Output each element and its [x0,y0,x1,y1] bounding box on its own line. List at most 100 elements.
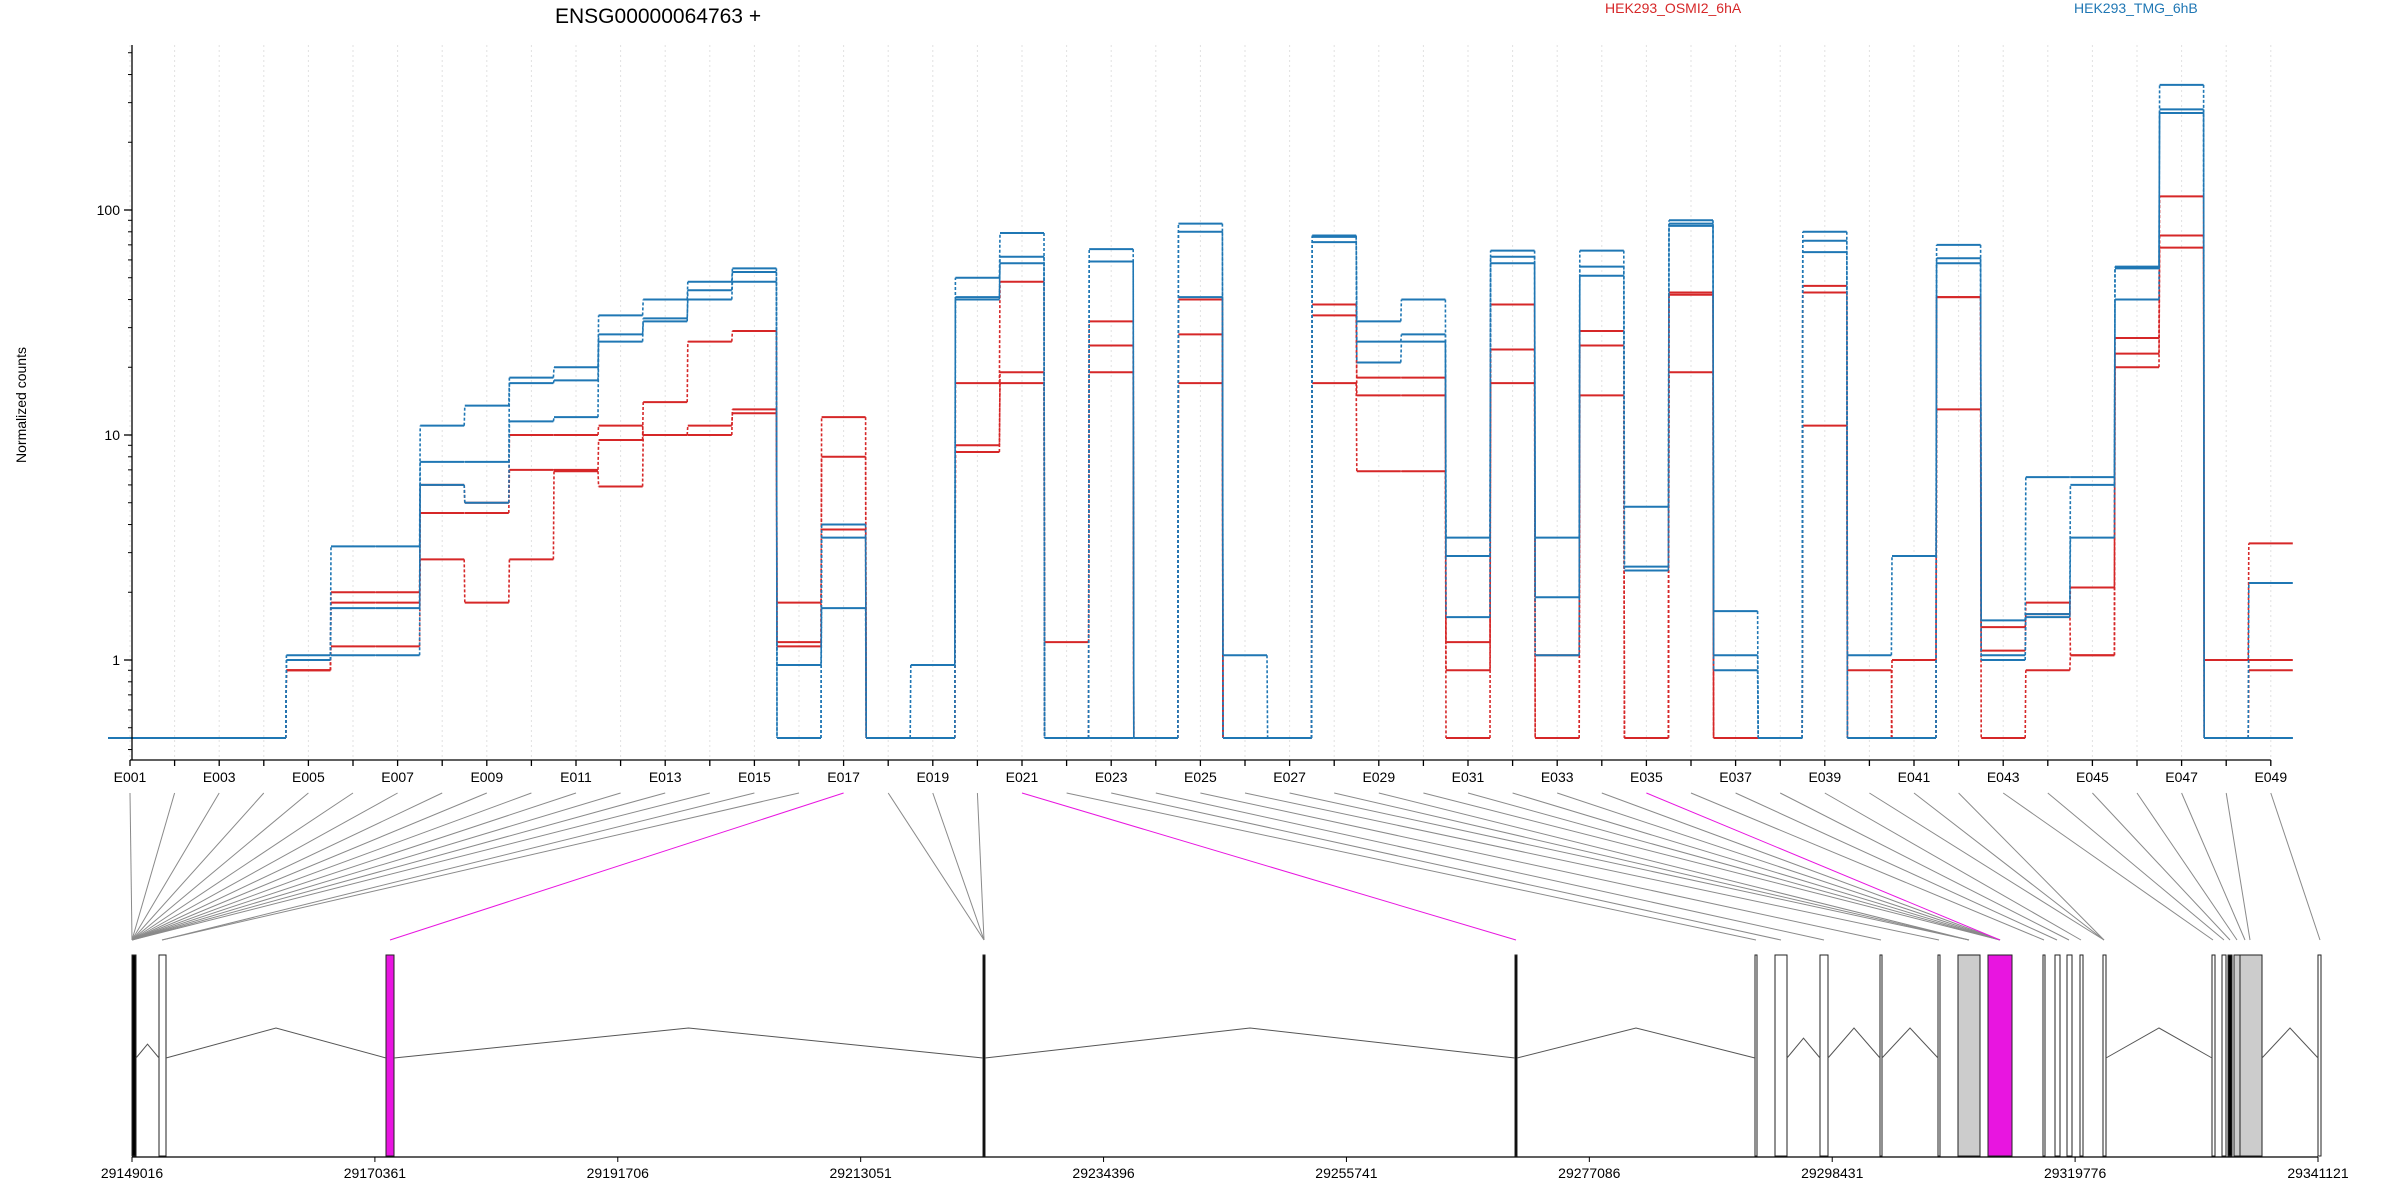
connector-line [1913,792,2105,941]
connector-line [2002,792,2214,941]
connector-line [1869,792,2105,941]
x-tick-label: E047 [2165,769,2198,785]
genomic-tick-label: 29319776 [2044,1165,2107,1181]
exon-block [2102,954,2107,1157]
genomic-tick-label: 29255741 [1315,1165,1378,1181]
genomic-tick-label: 29298431 [1801,1165,1864,1181]
connector-line [2092,792,2231,941]
connector-line [1423,792,2001,941]
connector-line [1512,792,2001,941]
exon-block [2054,954,2061,1157]
exon-block [2079,954,2084,1157]
x-tick-label: E009 [470,769,503,785]
exon-block [2233,954,2241,1157]
x-tick-label: E037 [1719,769,1752,785]
legend-entry-osmi2: HEK293_OSMI2_6hA [1605,0,1742,16]
legend-entry-tmg: HEK293_TMG_6hB [2074,0,2198,16]
x-tick-label: E043 [1987,769,2020,785]
series-line [152,109,2250,739]
exon-block [2042,954,2046,1157]
x-tick-label: E027 [1273,769,1306,785]
genomic-tick-label: 29277086 [1558,1165,1621,1181]
connector-line [1735,792,2058,941]
intron-line [2261,1027,2319,1059]
x-tick-label: E031 [1452,769,1485,785]
connector-line [1467,792,2001,941]
genomic-tick-label: 29213051 [830,1165,893,1181]
intron-line [135,1043,160,1059]
connector-line [887,792,985,941]
intron-line [1881,1027,1939,1059]
connector-line [1021,792,1517,941]
connector-line [1289,792,1970,941]
connector-line [1958,792,2105,941]
connector-line [2136,792,2238,941]
connector-line [976,792,985,941]
connector-line [161,792,800,941]
genomic-tick-label: 29170361 [344,1165,407,1181]
x-tick-label: E021 [1006,769,1039,785]
connector-line [1066,792,1757,941]
exon-block [1514,954,1518,1157]
connector-line [131,792,710,941]
exon-block [1879,954,1883,1157]
intron-line [984,1027,1516,1059]
connector-line [2181,792,2246,941]
exon-block [982,954,986,1157]
connector-line [1244,792,1940,941]
connector-line [129,792,133,941]
x-tick-label: E033 [1541,769,1574,785]
y-axis-label: Normalized counts [13,347,29,463]
connector-line [131,792,220,941]
x-tick-label: E049 [2254,769,2287,785]
x-tick-label: E029 [1362,769,1395,785]
x-tick-label: E005 [292,769,325,785]
x-tick-label: E019 [916,769,949,785]
exon-block [2066,954,2073,1157]
x-tick-label: E013 [649,769,682,785]
connector-line [932,792,985,941]
exon-block [1754,954,1758,1157]
exon-connectors [129,792,2321,941]
connector-line [131,792,398,941]
grid-lines [129,45,2272,758]
connector-line [1824,792,2082,941]
exon-block [2317,954,2322,1157]
exon-block [2239,954,2263,1157]
intron-line [165,1027,387,1059]
connector-line [131,792,621,941]
connector-line [131,792,265,941]
gene-model: 29149016 29170361 29191706 29213051 29234396… [101,954,2349,1181]
connector-line [131,792,309,941]
chart-title: ENSG00000064763 + [555,5,761,28]
exon-block [1937,954,1941,1157]
connector-line [1334,792,1970,941]
connector-line [1646,792,2001,941]
series-layer [108,83,2293,740]
genomic-tick-label: 29191706 [587,1165,650,1181]
exon-block [1819,954,1829,1157]
axes: 1 10 100 E001 E003 E005 E007 E009 E011 E013 E015 E0… [97,45,2287,785]
exon-block [2227,954,2233,1157]
genomic-tick-label: 29149016 [101,1165,164,1181]
x-tick-label: E011 [560,769,592,785]
connector-line [131,792,666,941]
connector-line [131,792,176,941]
x-tick-label: E017 [827,769,860,785]
x-tick-label: E039 [1808,769,1841,785]
exon-block [385,954,395,1157]
exon-block [1987,954,2013,1157]
x-tick-label: E007 [381,769,414,785]
exon-block [131,954,137,1157]
exon-block [2221,954,2227,1157]
x-tick-label: E023 [1095,769,1128,785]
connector-line [161,792,755,941]
x-tick-label: E015 [738,769,771,785]
x-tick-label: E041 [1898,769,1931,785]
connector-line [131,792,487,941]
y-tick-label: 100 [97,202,121,218]
connector-line [2225,792,2251,941]
y-tick-label: 1 [112,652,120,668]
intron-line [393,1027,984,1059]
connector-line [1601,792,2001,941]
